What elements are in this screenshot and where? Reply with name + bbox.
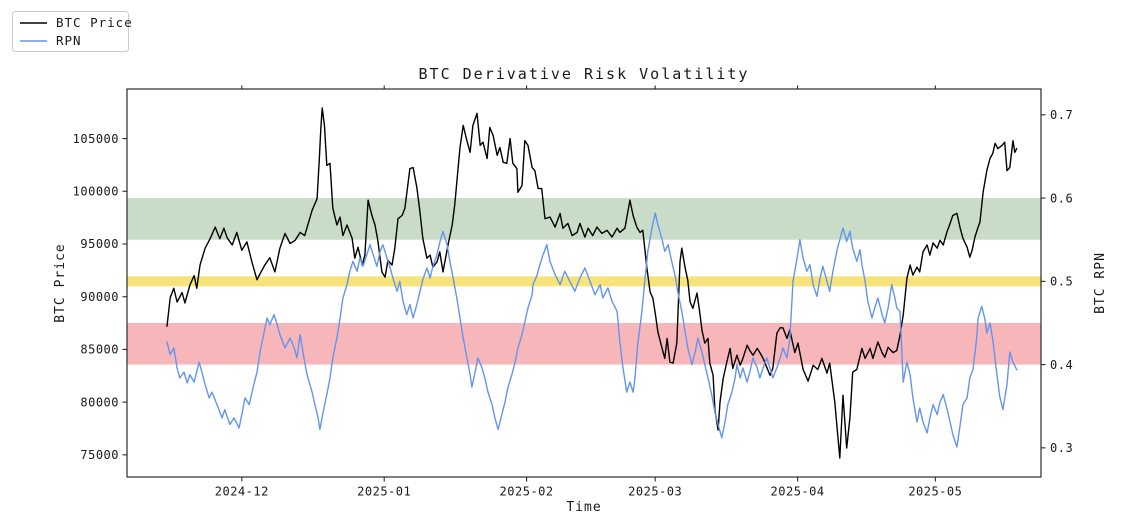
- x-axis-label: Time: [566, 500, 601, 515]
- y-left-tick-label: 75000: [80, 448, 119, 462]
- x-tick-label: 2025-04: [771, 485, 825, 499]
- y-left-tick-label: 100000: [73, 184, 119, 198]
- x-tick-label: 2024-12: [215, 485, 269, 499]
- rpn-line: [166, 212, 1018, 448]
- axis-ticks: [122, 85, 1046, 482]
- risk-bands: [127, 198, 1041, 365]
- legend: BTC Price RPN: [12, 11, 133, 52]
- x-tick-label: 2025-01: [357, 485, 411, 499]
- y-right-tick-label: 0.7: [1050, 108, 1073, 122]
- x-tick-label: 2025-05: [908, 485, 962, 499]
- y-right-tick-label: 0.4: [1050, 358, 1073, 372]
- axis-tick-labels: 2024-12 2025-01 2025-02 2025-03 2025-04 2025-…: [73, 108, 1073, 499]
- series-lines: [166, 107, 1018, 459]
- y-right-tick-label: 0.3: [1050, 441, 1073, 455]
- legend-label-btc-price: BTC Price: [56, 15, 133, 30]
- plot-frame: [126, 88, 1042, 478]
- chart-title: BTC Derivative Risk Volatility: [419, 65, 750, 83]
- y-left-tick-label: 90000: [80, 290, 119, 304]
- y-axis-label-left: BTC Price: [53, 243, 68, 322]
- y-left-tick-label: 85000: [80, 343, 119, 357]
- x-tick-label: 2025-02: [500, 485, 554, 499]
- y-right-tick-label: 0.6: [1050, 191, 1073, 205]
- x-tick-label: 2025-03: [628, 485, 682, 499]
- y-left-tick-label: 95000: [80, 237, 119, 251]
- risk-band-1: [127, 276, 1041, 287]
- legend-label-rpn: RPN: [56, 33, 82, 48]
- y-axis-label-right: BTC RPN: [1093, 252, 1108, 314]
- btc-price-line: [166, 107, 1018, 459]
- y-left-tick-label: 105000: [73, 132, 119, 146]
- y-right-tick-label: 0.5: [1050, 275, 1073, 289]
- y-left-tick-label: 80000: [80, 395, 119, 409]
